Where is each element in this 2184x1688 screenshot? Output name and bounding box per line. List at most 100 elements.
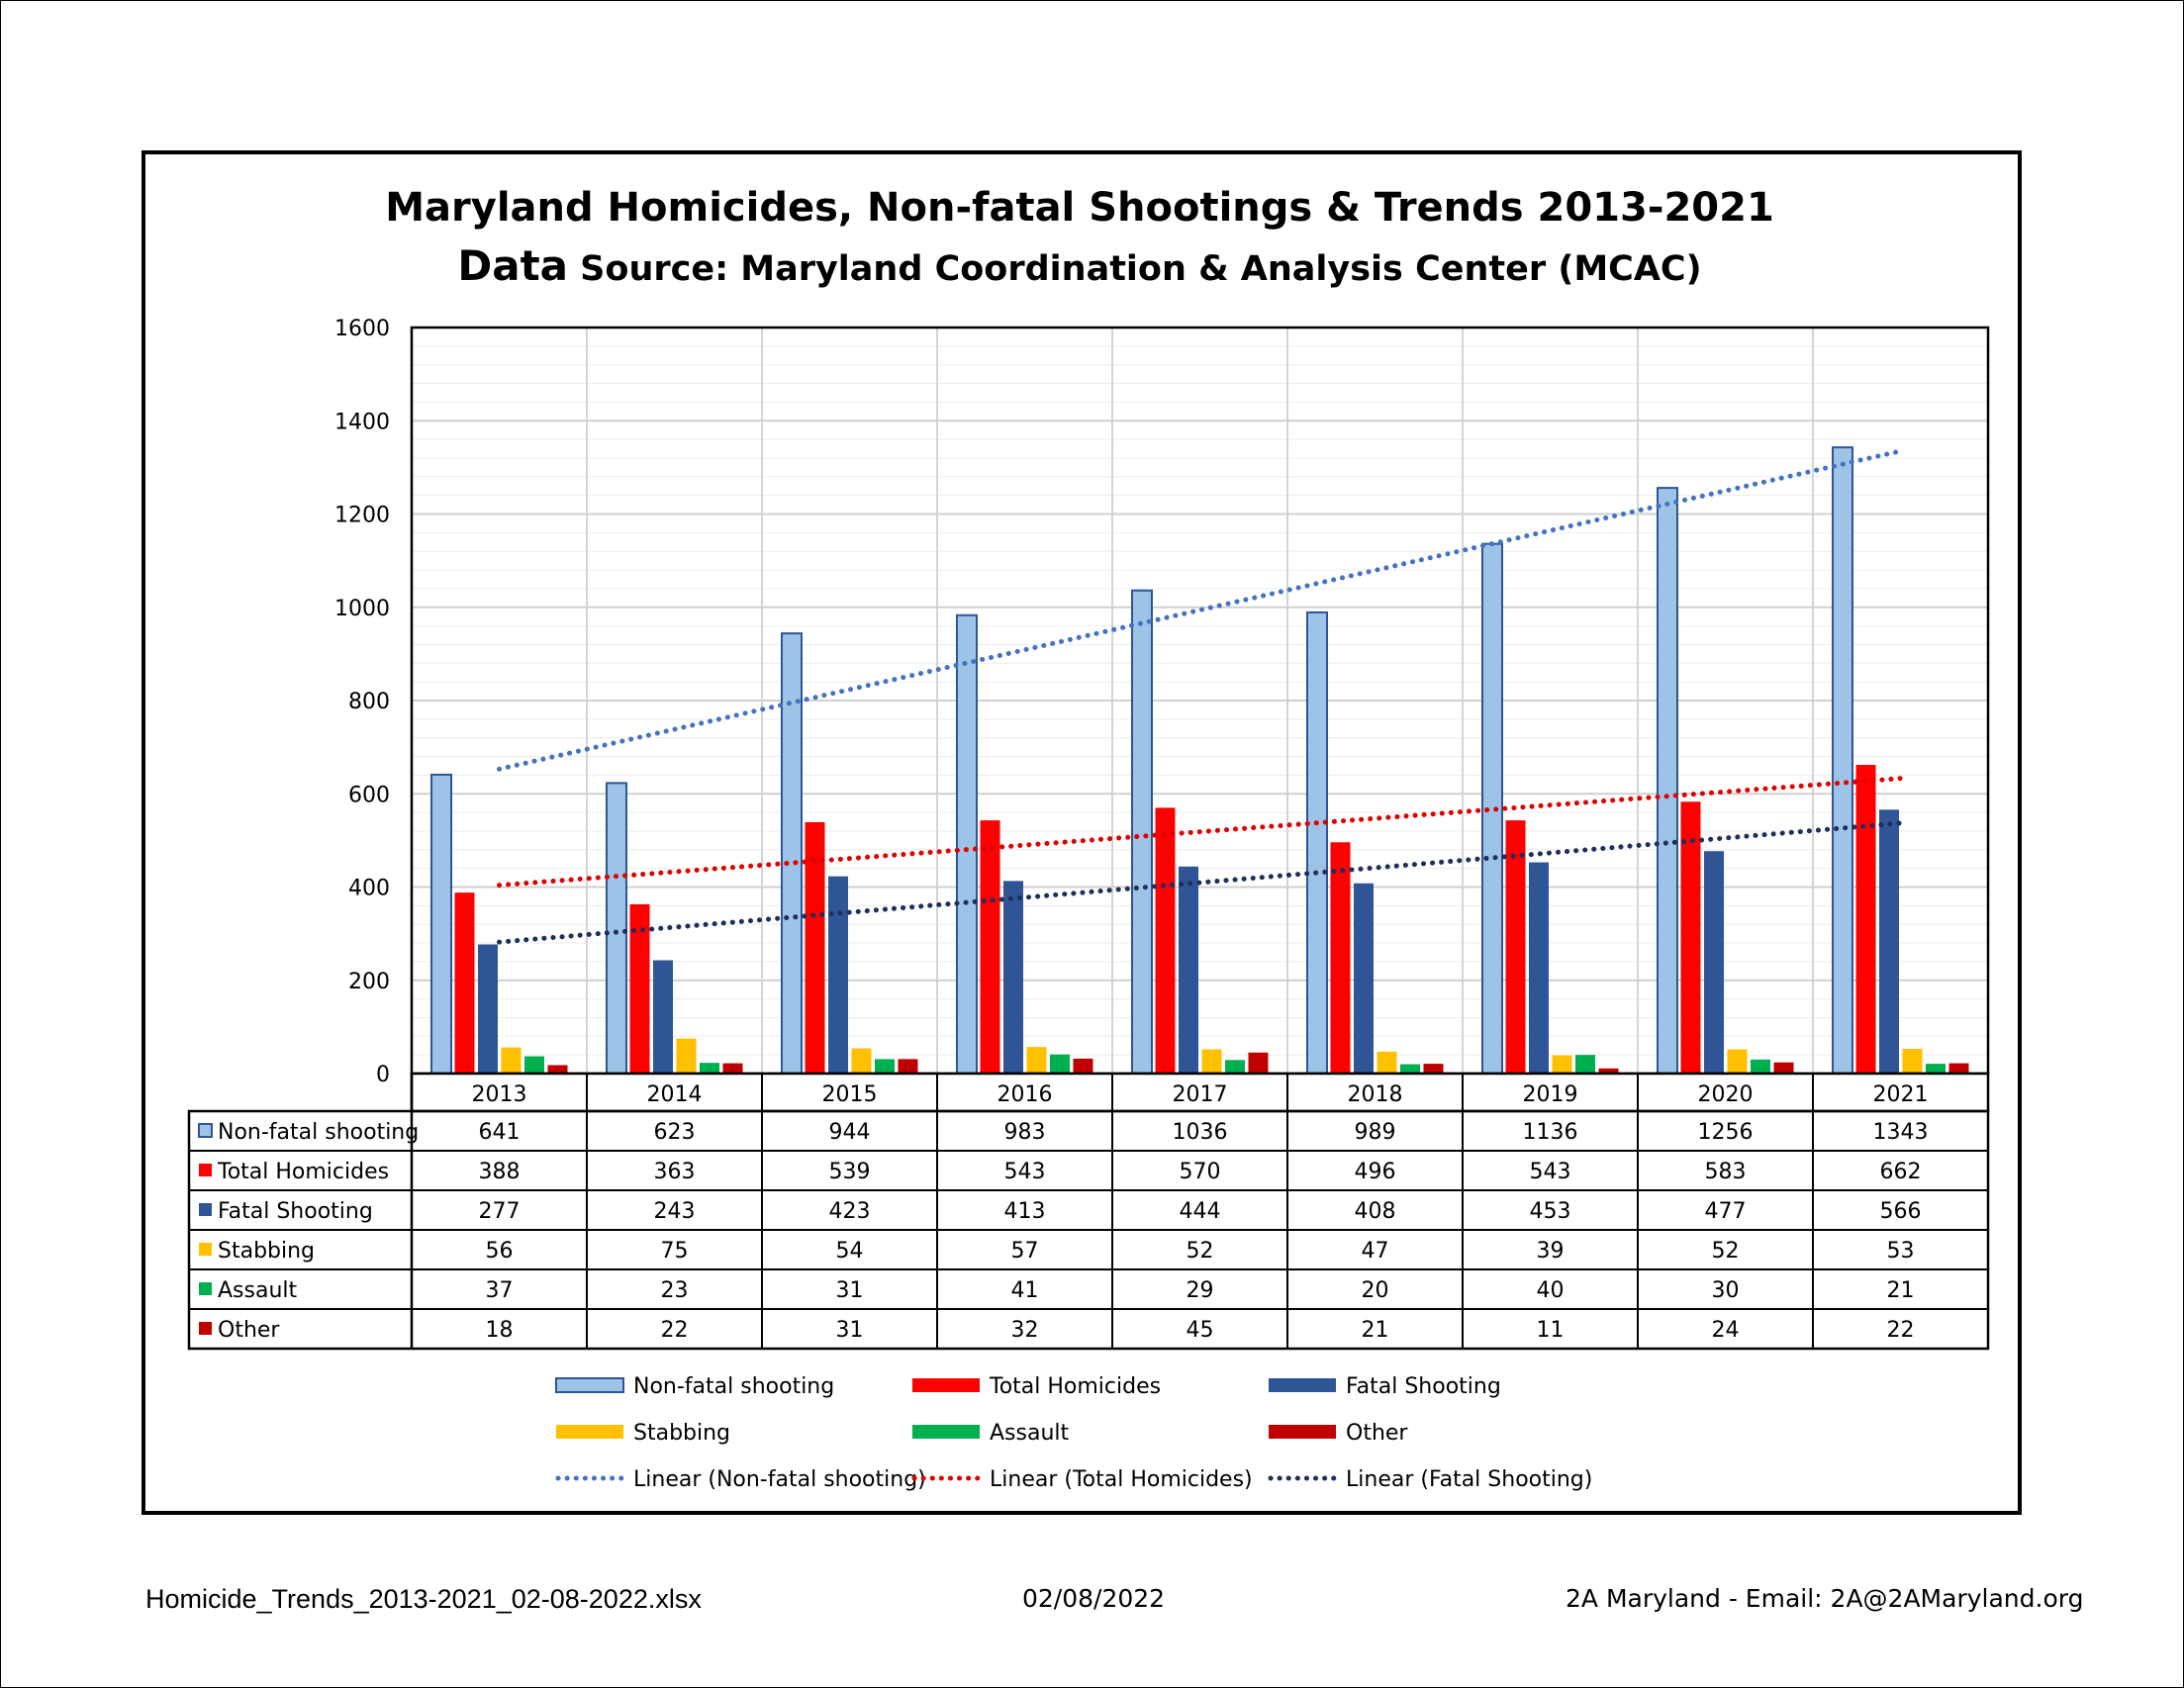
table-category-label: 2020 [1698, 1082, 1754, 1107]
table-cell: 47 [1362, 1239, 1389, 1264]
table-cell: 23 [661, 1278, 689, 1303]
table-cell: 31 [836, 1318, 864, 1343]
bar [805, 821, 825, 1074]
table-cell: 477 [1705, 1199, 1747, 1224]
table-cell: 29 [1187, 1278, 1214, 1303]
table-cell: 453 [1530, 1199, 1571, 1224]
table-row-label: Other [218, 1318, 280, 1343]
table-cell: 57 [1011, 1239, 1039, 1264]
table-cell: 423 [829, 1199, 871, 1224]
legend-swatch [1269, 1378, 1336, 1392]
bar [1330, 842, 1351, 1074]
table-cell: 54 [836, 1239, 864, 1264]
bar [1306, 610, 1328, 1076]
table-cell: 40 [1537, 1278, 1565, 1303]
table-category-label: 2015 [822, 1082, 878, 1107]
table-cell: 56 [486, 1239, 514, 1264]
table-cell: 22 [661, 1318, 689, 1343]
table-cell: 1343 [1873, 1120, 1929, 1145]
bar [1529, 862, 1549, 1074]
bar [980, 820, 1000, 1074]
table-row-label: Stabbing [218, 1239, 315, 1264]
legend-label: Total Homicides [989, 1374, 1161, 1399]
bar [1680, 801, 1701, 1074]
table-cell: 32 [1011, 1318, 1039, 1343]
table-legend-key [198, 1123, 213, 1138]
legend-swatch [1269, 1425, 1336, 1439]
y-tick-label: 400 [348, 877, 390, 901]
table-cell: 543 [1530, 1160, 1571, 1184]
table-cell: 31 [836, 1278, 864, 1303]
footer-contact: 2A Maryland - Email: 2A@2AMaryland.org [1566, 1584, 2084, 1613]
bar [501, 1047, 522, 1074]
table-category-label: 2016 [997, 1082, 1053, 1107]
plot-area: 0 200 400 600 800 1000 1200 1400 1600 [334, 317, 1990, 1087]
table-cell: 1256 [1698, 1120, 1754, 1145]
table-cell: 623 [654, 1120, 696, 1145]
bar [1657, 487, 1678, 1075]
bar [629, 903, 650, 1074]
table-cell: 408 [1355, 1199, 1396, 1224]
legend-label: Assault [990, 1421, 1070, 1446]
bar [1026, 1047, 1047, 1074]
bar [653, 960, 673, 1074]
table-header-row [410, 1072, 1990, 1113]
bar [700, 1063, 719, 1074]
bar [1902, 1049, 1923, 1074]
table-cell: 543 [1004, 1160, 1046, 1184]
table-category-label: 2013 [472, 1082, 527, 1107]
table-cell: 30 [1712, 1278, 1740, 1303]
table-cell: 989 [1355, 1120, 1396, 1145]
bar [1773, 1062, 1794, 1074]
bar [1879, 809, 1899, 1074]
table-cell: 583 [1705, 1160, 1747, 1184]
table-legend-key [199, 1164, 212, 1176]
chart-title: Maryland Homicides, Non-fatal Shootings … [385, 185, 1774, 231]
table-cell: 11 [1537, 1318, 1565, 1343]
data-table: 2013 2014 2015 2016 2017 2018 2019 2020 2021Non-… [187, 1072, 1990, 1351]
y-tick-label: 1200 [334, 504, 390, 528]
chart-subtitle-rest: Source: Maryland Coordination & Analysis… [568, 249, 1702, 289]
table-category-label: 2018 [1348, 1082, 1403, 1107]
bar [1073, 1058, 1093, 1074]
table-cell: 388 [479, 1160, 521, 1184]
bar [1400, 1064, 1420, 1074]
chart-subtitle: Data Source: Maryland Coordination & Ana… [457, 241, 1701, 290]
table-legend-key [199, 1322, 212, 1335]
table-cell: 243 [654, 1199, 696, 1224]
bar [722, 1063, 743, 1074]
table-category-label: 2021 [1873, 1082, 1929, 1107]
legend-swatch [912, 1378, 980, 1392]
table-row-label: Total Homicides [217, 1160, 389, 1184]
trendline [497, 776, 1903, 889]
table-cell: 496 [1355, 1160, 1396, 1184]
table-cell: 21 [1887, 1278, 1915, 1303]
bar [1948, 1063, 1969, 1074]
bar [1131, 589, 1153, 1075]
bar [1575, 1055, 1595, 1074]
bar [1354, 883, 1374, 1074]
bar [676, 1038, 697, 1074]
y-tick-label: 0 [376, 1063, 390, 1087]
table-cell: 53 [1887, 1239, 1915, 1264]
table-cell: 570 [1180, 1160, 1221, 1184]
legend: Non-fatal shooting Total Homicides Fatal S… [555, 1374, 1592, 1492]
table-cell: 944 [829, 1120, 871, 1145]
table-cell: 444 [1180, 1199, 1221, 1224]
legend-label: Linear (Total Homicides) [990, 1467, 1253, 1492]
table-cell: 277 [479, 1199, 521, 1224]
table-cell: 18 [486, 1318, 514, 1343]
bar [1855, 765, 1876, 1074]
y-tick-label: 1000 [334, 597, 390, 621]
legend-label: Fatal Shooting [1346, 1374, 1501, 1399]
table-row-label: Non-fatal shooting [218, 1120, 419, 1145]
table-cell: 52 [1712, 1239, 1740, 1264]
legend-label: Other [1346, 1421, 1408, 1446]
trendline [497, 448, 1903, 772]
bar [1704, 851, 1724, 1074]
table-legend-key [199, 1203, 212, 1216]
legend-label: Non-fatal shooting [633, 1374, 834, 1399]
table-cell: 662 [1880, 1160, 1922, 1184]
